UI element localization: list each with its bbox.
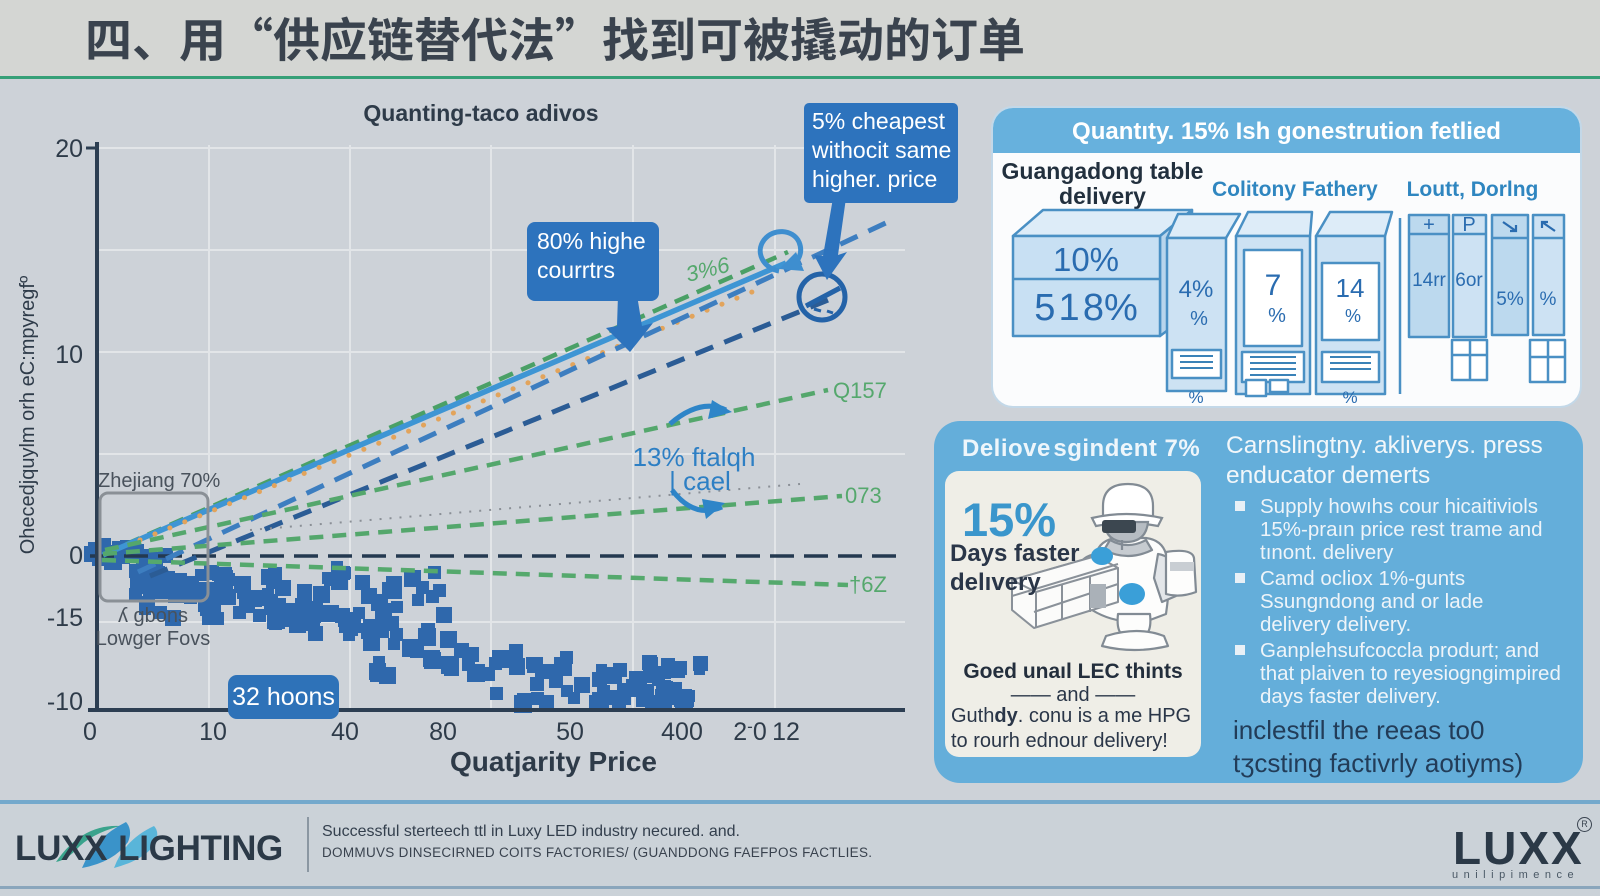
svg-text:Lowger Fovs: Lowger Fovs — [96, 628, 211, 650]
svg-text:%: % — [1188, 388, 1203, 406]
svg-text:Quatjarity Price: Quatjarity Price — [450, 746, 657, 777]
svg-text:P: P — [1462, 214, 1475, 236]
svg-text:50: 50 — [556, 718, 584, 746]
svg-text:%: % — [1190, 308, 1208, 330]
svg-text:5%: 5% — [1496, 289, 1524, 310]
svg-text:0: 0 — [83, 718, 97, 746]
svg-text:Zhejiang 70%: Zhejiang 70% — [98, 470, 221, 492]
svg-text:| cael: | cael — [669, 466, 731, 496]
svg-text:%: % — [1342, 388, 1357, 406]
svg-text:10%: 10% — [1053, 241, 1119, 278]
svg-text:Quanting-taco adivos: Quanting-taco adivos — [363, 100, 598, 126]
svg-text:14: 14 — [1336, 273, 1365, 303]
svg-text:400: 400 — [661, 718, 703, 746]
svg-text:+: + — [1423, 214, 1435, 236]
svg-text:80: 80 — [429, 718, 457, 746]
svg-text:10: 10 — [55, 341, 83, 369]
svg-text:ʎ gbons: ʎ gbons — [118, 605, 188, 627]
svg-text:20: 20 — [55, 135, 83, 163]
svg-text:6or: 6or — [1455, 270, 1483, 291]
svg-text:10: 10 — [199, 718, 227, 746]
svg-text:073: 073 — [845, 483, 882, 508]
svg-text:40: 40 — [331, 718, 359, 746]
svg-text:%: % — [1345, 306, 1361, 326]
svg-text:%: % — [1540, 289, 1557, 310]
svg-text:7: 7 — [1265, 269, 1282, 302]
svg-text:†6Z: †6Z — [849, 572, 887, 597]
svg-text:-15: -15 — [47, 604, 83, 632]
svg-text:12: 12 — [772, 718, 800, 746]
svg-text:2-0: 2-0 — [733, 717, 766, 746]
svg-text:5 1 8%: 5 1 8% — [1034, 287, 1138, 329]
svg-text:4%: 4% — [1179, 276, 1214, 303]
svg-text:Ohecedjquylm orh eC:mpyregfº: Ohecedjquylm orh eC:mpyregfº — [17, 275, 39, 554]
svg-text:13% ftalqh: 13% ftalqh — [633, 442, 756, 472]
svg-text:%: % — [1268, 305, 1286, 327]
svg-text:14rr: 14rr — [1412, 270, 1446, 291]
svg-text:-10: -10 — [47, 688, 83, 716]
svg-text:Q157: Q157 — [833, 378, 887, 403]
svg-text:0: 0 — [69, 542, 83, 570]
